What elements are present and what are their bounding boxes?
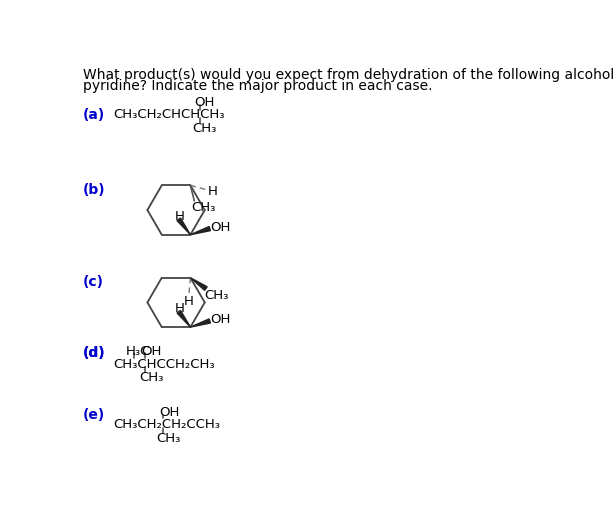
Text: CH₃: CH₃ xyxy=(204,289,229,302)
Text: (c): (c) xyxy=(83,275,104,289)
Text: CH₃CH₂CH₂CCH₃: CH₃CH₂CH₂CCH₃ xyxy=(113,418,220,431)
Text: H: H xyxy=(207,185,217,198)
Text: CH₃: CH₃ xyxy=(191,201,216,214)
Text: OH: OH xyxy=(210,313,230,326)
Text: (d): (d) xyxy=(83,346,106,360)
Text: CH₃CHCCH₂CH₃: CH₃CHCCH₂CH₃ xyxy=(113,358,215,371)
Text: CH₃: CH₃ xyxy=(139,371,163,384)
Text: (a): (a) xyxy=(83,108,105,122)
Polygon shape xyxy=(191,226,210,234)
Text: (b): (b) xyxy=(83,183,106,197)
Text: CH₃: CH₃ xyxy=(157,432,181,445)
Text: OH: OH xyxy=(210,221,230,234)
Text: CH₃: CH₃ xyxy=(192,122,216,135)
Text: What product(s) would you expect from dehydration of the following alcohols with: What product(s) would you expect from de… xyxy=(83,68,615,81)
Text: OH: OH xyxy=(141,345,162,358)
Text: H: H xyxy=(175,210,184,223)
Text: OH: OH xyxy=(195,96,215,109)
Text: OH: OH xyxy=(159,406,180,419)
Text: H₃C: H₃C xyxy=(125,345,150,358)
Text: pyridine? Indicate the major product in each case.: pyridine? Indicate the major product in … xyxy=(83,79,432,93)
Text: CH₃CH₂CHCHCH₃: CH₃CH₂CHCHCH₃ xyxy=(113,109,225,121)
Text: H: H xyxy=(175,303,184,315)
Text: H: H xyxy=(184,295,194,308)
Polygon shape xyxy=(177,218,191,234)
Polygon shape xyxy=(191,278,207,290)
Polygon shape xyxy=(191,319,210,327)
Polygon shape xyxy=(177,310,191,327)
Text: (d): (d) xyxy=(83,346,106,360)
Text: (e): (e) xyxy=(83,408,105,422)
